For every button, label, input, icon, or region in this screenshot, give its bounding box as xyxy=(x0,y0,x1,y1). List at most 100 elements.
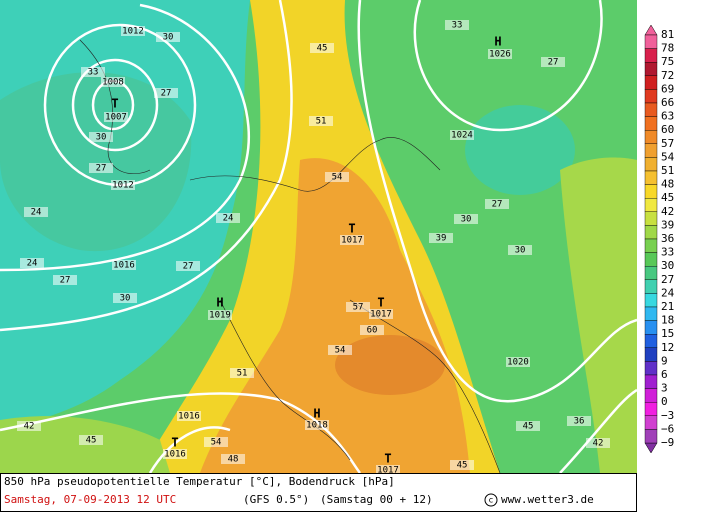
scale-cell xyxy=(644,116,658,131)
footer: 850 hPa pseudopotentielle Temperatur [°C… xyxy=(0,473,637,512)
label-bg xyxy=(346,302,370,312)
scale-cell xyxy=(644,170,658,185)
footer-run: (Samstag 00 + 12) xyxy=(320,493,433,506)
scale-label: 51 xyxy=(661,164,674,177)
label-bg xyxy=(204,437,228,447)
scale-cell xyxy=(644,197,658,212)
scale-cell xyxy=(644,238,658,253)
label-bg xyxy=(506,357,530,367)
contour-label: 57 xyxy=(353,303,364,313)
contour-label: 24 xyxy=(31,208,42,218)
scale-label: 33 xyxy=(661,246,674,259)
contour-label: 30 xyxy=(120,294,131,304)
scale-label: −3 xyxy=(661,409,674,422)
label-bg xyxy=(101,77,125,87)
footer-title: 850 hPa pseudopotentielle Temperatur [°C… xyxy=(4,475,395,488)
label-bg xyxy=(154,88,178,98)
scale-cell xyxy=(644,157,658,172)
label-bg xyxy=(445,20,469,30)
scale-label: 30 xyxy=(661,259,674,272)
scale-cell xyxy=(644,374,658,389)
pressure-center: H xyxy=(313,407,320,421)
scale-label: 3 xyxy=(661,382,668,395)
label-bg xyxy=(369,309,393,319)
label-bg xyxy=(567,416,591,426)
contour-label: 42 xyxy=(593,439,604,449)
field-cool-east xyxy=(465,105,575,195)
label-bg xyxy=(328,345,352,355)
label-bg xyxy=(454,214,478,224)
footer-box xyxy=(0,473,637,512)
scale-cell xyxy=(644,402,658,417)
label-bg xyxy=(221,454,245,464)
scale-label: 18 xyxy=(661,314,674,327)
scale-label: 42 xyxy=(661,205,674,218)
pressure-center: T xyxy=(377,296,384,310)
field-hot xyxy=(200,158,470,473)
pressure-center: T xyxy=(171,436,178,450)
scale-cell xyxy=(644,225,658,240)
label-bg xyxy=(450,130,474,140)
contour-label: 45 xyxy=(86,436,97,446)
label-bg xyxy=(208,310,232,320)
label-bg xyxy=(176,261,200,271)
contour-label: 1024 xyxy=(451,131,473,141)
label-bg xyxy=(516,421,540,431)
label-bg xyxy=(230,368,254,378)
scale-cell xyxy=(644,34,658,49)
label-bg xyxy=(310,43,334,53)
isobars xyxy=(0,0,638,403)
contour-label: 33 xyxy=(452,21,463,31)
field-low xyxy=(0,72,192,252)
scale-cell xyxy=(644,429,658,444)
label-bg xyxy=(163,449,187,459)
label-bg xyxy=(113,293,137,303)
scale-label: 66 xyxy=(661,96,674,109)
scale-cell xyxy=(644,211,658,226)
scale-label: 57 xyxy=(661,137,674,150)
scale-label: 27 xyxy=(661,273,674,286)
contour-label: 51 xyxy=(316,117,327,127)
pressure-center: T xyxy=(348,222,355,236)
scale-label: 78 xyxy=(661,42,674,55)
scale-cell xyxy=(644,252,658,267)
copyright-c: c xyxy=(489,496,493,505)
label-bg xyxy=(508,245,532,255)
contour-label: 1007 xyxy=(105,113,127,123)
contour-label: 1016 xyxy=(178,412,200,422)
scale-label: 0 xyxy=(661,395,668,408)
copyright-icon xyxy=(484,493,498,507)
scale-label: 72 xyxy=(661,69,674,82)
scale-cell xyxy=(644,143,658,158)
pressure-center: H xyxy=(216,296,223,310)
contour-label: 27 xyxy=(96,164,107,174)
contour-label: 45 xyxy=(457,461,468,471)
scale-label: 81 xyxy=(661,28,674,41)
label-bg xyxy=(305,420,329,430)
contour-label: 45 xyxy=(523,422,534,432)
scale-cell xyxy=(644,129,658,144)
label-bg xyxy=(177,411,201,421)
scale-label: 9 xyxy=(661,354,668,367)
label-bg xyxy=(309,116,333,126)
label-bg xyxy=(121,26,145,36)
scale-label: 45 xyxy=(661,191,674,204)
contour-label: 1026 xyxy=(489,50,511,60)
pressure-center: T xyxy=(384,452,391,466)
contour-label: 1017 xyxy=(370,310,392,320)
scale-label: 63 xyxy=(661,110,674,123)
scale-cell xyxy=(644,306,658,321)
contour-label: 27 xyxy=(60,276,71,286)
scale-cell xyxy=(644,415,658,430)
contour-label: 54 xyxy=(211,438,222,448)
scale-label: 60 xyxy=(661,123,674,136)
label-bg xyxy=(53,275,77,285)
label-bg xyxy=(79,435,103,445)
color-scale: 8178757269666360575451484542393633302724… xyxy=(644,24,675,454)
scale-cell xyxy=(644,347,658,362)
scale-cell xyxy=(644,48,658,63)
contour-label: 1020 xyxy=(507,358,529,368)
scale-cell xyxy=(644,388,658,403)
